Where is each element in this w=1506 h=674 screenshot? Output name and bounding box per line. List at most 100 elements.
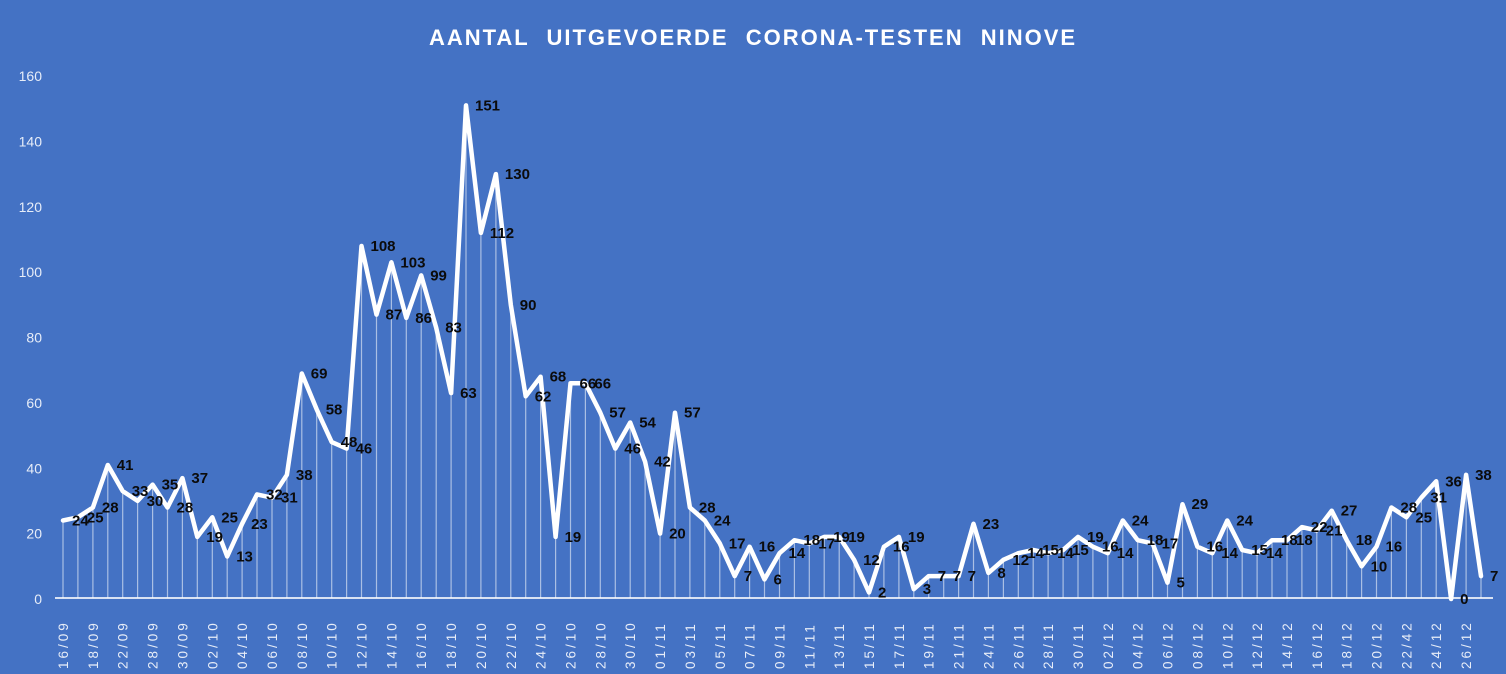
x-tick-label: 09/11: [773, 621, 788, 669]
x-tick-label: 02/12: [1101, 620, 1116, 669]
data-point-label: 38: [1475, 467, 1492, 484]
data-point-label: 32: [266, 486, 283, 503]
data-point-label: 24: [1236, 513, 1253, 530]
data-point-label: 42: [654, 454, 671, 471]
data-point-label: 30: [147, 493, 164, 510]
x-tick-label: 12/10: [355, 620, 370, 669]
data-point-label: 14: [789, 545, 806, 562]
y-tick-label: 100: [19, 264, 43, 280]
data-point-label: 7: [938, 568, 946, 585]
data-point-label: 66: [580, 375, 597, 392]
data-point-label: 15: [1042, 542, 1059, 559]
data-point-label: 19: [848, 529, 865, 546]
data-point-label: 29: [1192, 496, 1209, 513]
data-point-label: 46: [356, 441, 373, 458]
data-point-label: 17: [1162, 535, 1179, 552]
data-point-label: 90: [520, 297, 537, 314]
x-tick-label: 08/10: [295, 620, 310, 669]
data-point-label: 19: [833, 529, 850, 546]
x-tick-label: 28/11: [1041, 621, 1056, 669]
data-point-label: 151: [475, 97, 500, 114]
data-point-label: 7: [953, 568, 961, 585]
y-tick-label: 140: [19, 133, 43, 149]
x-tick-label: 04/12: [1131, 620, 1146, 669]
x-tick-label: 24/11: [981, 621, 996, 669]
x-tick-label: 24/12: [1429, 620, 1444, 669]
x-tick-label: 28/09: [146, 620, 161, 669]
x-tick-label: 22/42: [1399, 620, 1414, 669]
data-point-label: 0: [1460, 591, 1468, 608]
data-point-label: 19: [1087, 529, 1104, 546]
data-point-labels: 2425284133303528371925132332313869584846…: [72, 97, 1498, 608]
data-point-label: 24: [72, 513, 89, 530]
x-tick-label: 26/10: [564, 620, 579, 669]
data-point-label: 28: [177, 500, 194, 517]
x-tick-label: 19/11: [922, 621, 937, 669]
data-point-label: 14: [1057, 545, 1074, 562]
x-tick-label: 28/10: [593, 620, 608, 669]
x-tick-label: 15/11: [862, 621, 877, 669]
data-point-label: 87: [386, 307, 403, 324]
data-point-label: 12: [1012, 552, 1029, 569]
data-point-label: 6: [774, 571, 782, 588]
data-point-label: 20: [669, 526, 686, 543]
data-point-label: 99: [430, 267, 447, 284]
data-point-label: 15: [1072, 542, 1089, 559]
x-tick-label: 16/09: [56, 620, 71, 669]
x-tick-label: 12/12: [1250, 620, 1265, 669]
x-tick-label: 14/10: [384, 620, 399, 669]
data-point-label: 46: [624, 441, 641, 458]
x-tick-label: 10/10: [325, 620, 340, 669]
data-point-label: 10: [1371, 558, 1388, 575]
data-point-label: 16: [893, 539, 910, 556]
x-tick-label: 04/10: [235, 620, 250, 669]
data-point-label: 16: [1206, 539, 1223, 556]
y-tick-label: 40: [26, 460, 42, 476]
data-point-label: 12: [863, 552, 880, 569]
x-tick-label: 18/12: [1340, 620, 1355, 669]
data-point-label: 25: [1415, 509, 1432, 526]
data-point-label: 31: [1430, 490, 1447, 507]
data-point-label: 38: [296, 467, 313, 484]
data-point-label: 19: [565, 529, 582, 546]
data-point-label: 28: [102, 500, 119, 517]
data-point-label: 19: [908, 529, 925, 546]
y-tick-label: 20: [26, 526, 42, 542]
data-point-label: 24: [714, 513, 731, 530]
data-point-label: 17: [729, 535, 746, 552]
data-point-label: 7: [1490, 568, 1498, 585]
x-tick-label: 16/12: [1310, 620, 1325, 669]
x-tick-label: 02/10: [205, 620, 220, 669]
y-tick-label: 60: [26, 395, 42, 411]
data-point-label: 7: [968, 568, 976, 585]
data-point-label: 8: [997, 565, 1005, 582]
data-point-label: 28: [1400, 500, 1417, 517]
x-tick-label: 30/10: [623, 620, 638, 669]
x-tick-label: 17/11: [892, 621, 907, 669]
data-point-label: 68: [550, 369, 567, 386]
data-point-label: 103: [400, 254, 425, 271]
x-tick-label: 10/12: [1220, 620, 1235, 669]
y-tick-label: 0: [34, 591, 42, 607]
x-tick-label: 11/11: [802, 622, 817, 669]
data-point-label: 63: [460, 385, 477, 402]
series-line: [60, 103, 1484, 602]
x-axis-labels: 16/09 18/09 22/09 28/09 30/09 02/10 04/10 06/10…: [56, 620, 1474, 669]
data-point-label: 22: [1311, 519, 1328, 536]
data-point-label: 54: [639, 415, 656, 432]
data-point-label: 2: [878, 585, 886, 602]
data-point-label: 3: [923, 581, 931, 598]
data-point-label: 14: [1266, 545, 1283, 562]
x-tick-label: 30/11: [1071, 621, 1086, 669]
y-tick-label: 160: [19, 68, 43, 84]
x-tick-label: 06/10: [265, 620, 280, 669]
data-point-label: 37: [191, 470, 208, 487]
y-axis-labels: 0 20 40 60 80 100 120 140 160: [19, 68, 43, 607]
x-tick-label: 03/11: [683, 621, 698, 669]
data-point-label: 33: [132, 483, 149, 500]
x-tick-label: 20/10: [474, 620, 489, 669]
data-point-label: 24: [1132, 513, 1149, 530]
data-point-label: 48: [341, 434, 358, 451]
